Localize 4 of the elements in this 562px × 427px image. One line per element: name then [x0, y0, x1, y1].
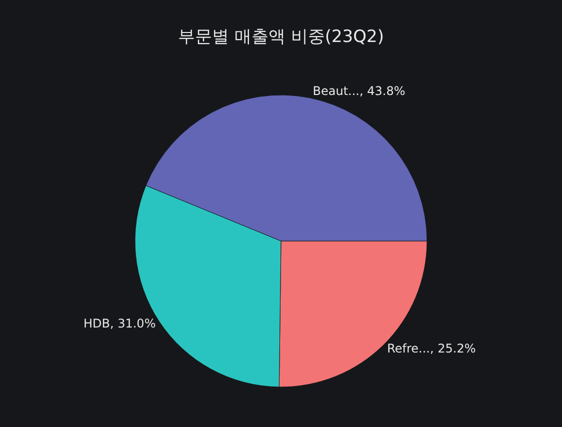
slice-label: HDB, 31.0%: [83, 316, 156, 331]
chart-title: 부문별 매출액 비중(23Q2): [178, 26, 384, 47]
slice-label: Beaut..., 43.8%: [312, 84, 406, 98]
slice-label: Refre..., 25.2%: [387, 341, 476, 356]
